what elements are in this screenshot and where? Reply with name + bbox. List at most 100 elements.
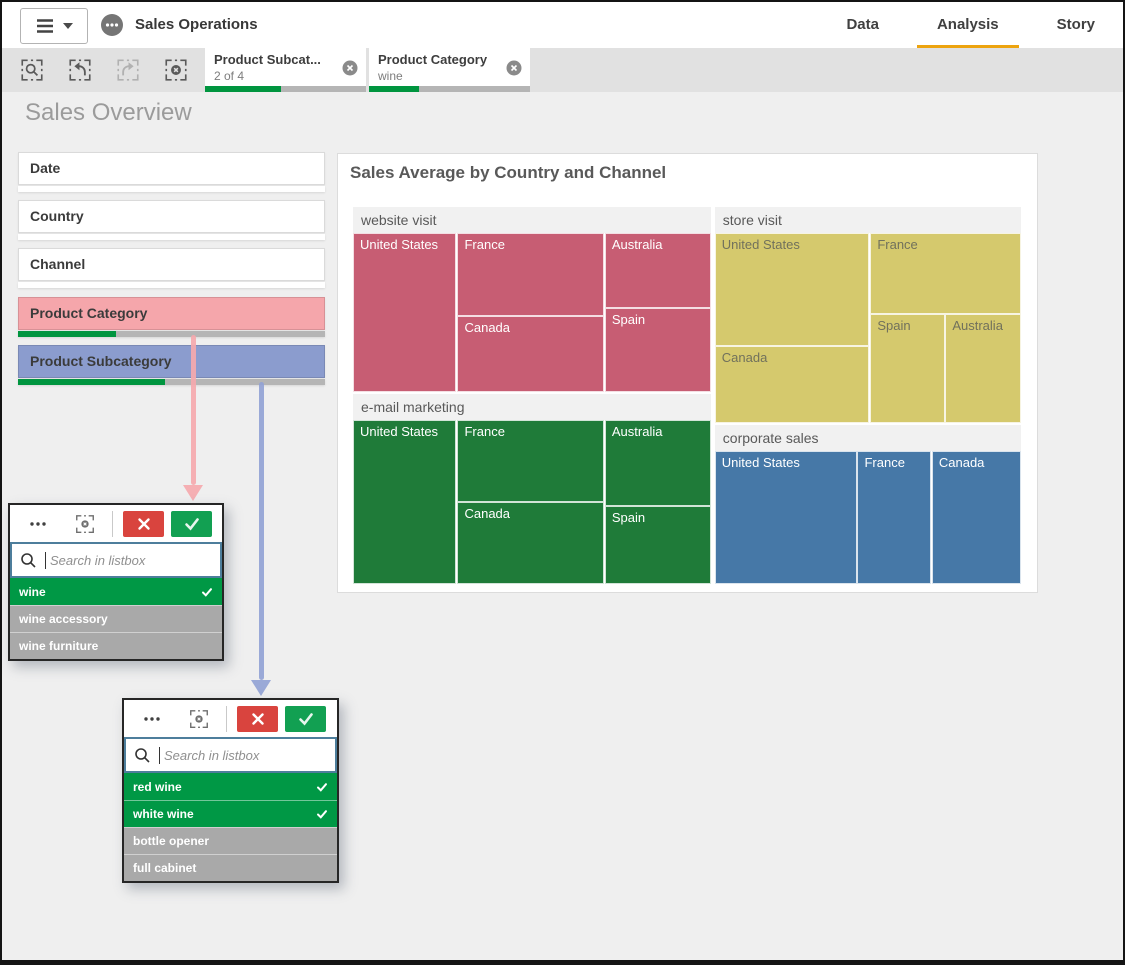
filter-box[interactable]: Date (18, 152, 325, 185)
listbox-search[interactable] (124, 737, 337, 773)
listbox-item-red-wine[interactable]: red wine (124, 773, 337, 800)
more-menu-icon (144, 716, 160, 721)
treemap-group-body: United States France Canada Australia Spain (353, 419, 711, 584)
treemap-cell-corporate-sales-canada[interactable]: Canada (931, 450, 1021, 584)
filter-progress-bar (18, 379, 325, 385)
step-forward-button[interactable] (114, 56, 142, 84)
filter-box[interactable]: Product Category (18, 297, 325, 330)
listbox-search[interactable] (10, 542, 222, 578)
listbox-search-input[interactable] (48, 551, 212, 569)
listbox-clear-selection-button[interactable] (186, 706, 212, 732)
filter-progress-bar (18, 186, 325, 192)
chip-field-label: Product Subcat... (214, 52, 321, 67)
listbox-item-label: bottle opener (133, 834, 210, 848)
treemap-cell-store-visit-france[interactable]: France (870, 233, 1021, 314)
step-back-button[interactable] (66, 56, 94, 84)
tab-story[interactable]: Story (1056, 16, 1095, 33)
clear-all-selections-button[interactable] (162, 56, 190, 84)
cancel-selection-button[interactable] (123, 510, 164, 537)
tab-data[interactable]: Data (846, 16, 879, 33)
hamburger-icon (36, 19, 53, 33)
treemap-group-header[interactable]: e-mail marketing (353, 393, 711, 420)
treemap-cell-label: United States (360, 237, 439, 252)
listbox-search-input[interactable] (162, 746, 327, 764)
step-back-icon (69, 59, 91, 81)
chip-close-icon[interactable] (506, 60, 522, 81)
treemap-cell-e-mail-marketing-united-states[interactable]: United States (353, 419, 457, 584)
treemap-cell-website-visit-spain[interactable]: Spain (604, 307, 711, 392)
confirm-selection-button[interactable] (285, 705, 326, 732)
listbox-more-menu-button[interactable] (26, 512, 50, 536)
treemap-cell-website-visit-france[interactable]: France (457, 233, 605, 317)
selections-search-button[interactable] (18, 56, 46, 84)
treemap-cell-e-mail-marketing-france[interactable]: France (457, 419, 605, 502)
confirm-check-icon (184, 517, 199, 530)
selection-chip-product-category[interactable]: Product Category wine (369, 48, 530, 92)
treemap-cell-label: France (877, 237, 918, 252)
filter-product-category[interactable]: Product Category (18, 297, 325, 337)
listbox-item-wine-furniture[interactable]: wine furniture (10, 632, 222, 659)
treemap-cell-e-mail-marketing-australia[interactable]: Australia (604, 419, 711, 507)
caret-down-icon (62, 23, 73, 29)
sheet-title: Sales Overview (25, 99, 192, 126)
listbox-item-wine[interactable]: wine (10, 578, 222, 605)
treemap-cell-label: United States (721, 237, 800, 252)
listbox-item-label: wine furniture (19, 639, 99, 653)
filter-label: Country (30, 208, 84, 224)
global-menu-button[interactable] (20, 8, 88, 44)
listbox-toolbar (10, 505, 222, 542)
treemap-cell-store-visit-spain[interactable]: Spain (870, 313, 945, 423)
filter-box[interactable]: Channel (18, 248, 325, 281)
listbox-item-label: wine accessory (19, 612, 108, 626)
treemap-cell-website-visit-canada[interactable]: Canada (457, 316, 605, 392)
more-menu-icon (30, 521, 46, 526)
treemap-cell-label: Australia (611, 423, 663, 439)
treemap-group-header[interactable]: corporate sales (714, 424, 1021, 451)
treemap-cell-e-mail-marketing-spain[interactable]: Spain (604, 506, 711, 584)
treemap-cell-store-visit-canada[interactable]: Canada (714, 346, 870, 423)
filter-progress-bar (18, 234, 325, 240)
treemap-cell-label: France (464, 237, 505, 252)
filter-product-subcategory[interactable]: Product Subcategory (18, 345, 325, 385)
filter-channel[interactable]: Channel (18, 248, 325, 288)
treemap-cell-website-visit-australia[interactable]: Australia (604, 233, 711, 308)
treemap-cell-corporate-sales-france[interactable]: France (857, 450, 931, 584)
cancel-selection-button[interactable] (237, 705, 278, 732)
treemap-cell-label: Spain (611, 510, 646, 526)
listbox-item-wine-accessory[interactable]: wine accessory (10, 605, 222, 632)
app-title: Sales Operations (135, 16, 258, 33)
tab-analysis[interactable]: Analysis (916, 2, 1019, 48)
filter-box[interactable]: Country (18, 200, 325, 233)
treemap-group-body: United States France Canada (714, 450, 1021, 584)
listbox-more-menu-button[interactable] (140, 707, 164, 731)
listbox-item-bottle-opener[interactable]: bottle opener (124, 827, 337, 854)
check-icon (317, 810, 327, 819)
chip-close-icon[interactable] (342, 60, 358, 81)
filter-date[interactable]: Date (18, 152, 325, 192)
treemap-cell-website-visit-united-states[interactable]: United States (353, 233, 457, 392)
listbox-item-full-cabinet[interactable]: full cabinet (124, 854, 337, 881)
filter-box[interactable]: Product Subcategory (18, 345, 325, 378)
listbox-clear-selection-button[interactable] (72, 511, 98, 537)
filter-country[interactable]: Country (18, 200, 325, 240)
treemap-cell-e-mail-marketing-canada[interactable]: Canada (457, 501, 605, 584)
selection-chips: Product Subcat... 2 of 4 Product Category w… (205, 48, 530, 92)
treemap-group-header[interactable]: website visit (353, 207, 711, 233)
listbox-popup-product-subcategory: red wine white wine bottle opener full cabi… (122, 698, 339, 883)
treemap-cell-label: Spain (877, 317, 911, 333)
selection-chip-product-subcat[interactable]: Product Subcat... 2 of 4 (205, 48, 366, 92)
treemap-group-header[interactable]: store visit (714, 207, 1021, 233)
treemap-cell-store-visit-australia[interactable]: Australia (945, 313, 1021, 423)
treemap-cell-label: Canada (721, 350, 768, 365)
treemap-cell-label: Spain (611, 311, 646, 327)
treemap-cell-store-visit-united-states[interactable]: United States (714, 233, 870, 346)
confirm-selection-button[interactable] (171, 510, 212, 537)
text-caret (159, 746, 160, 764)
step-forward-icon (117, 59, 139, 81)
treemap-cell-label: Australia (952, 317, 1003, 333)
treemap-cell-corporate-sales-united-states[interactable]: United States (714, 450, 857, 584)
listbox-item-white-wine[interactable]: white wine (124, 800, 337, 827)
listbox-item-label: full cabinet (133, 861, 197, 875)
magnifier-icon (135, 747, 150, 763)
